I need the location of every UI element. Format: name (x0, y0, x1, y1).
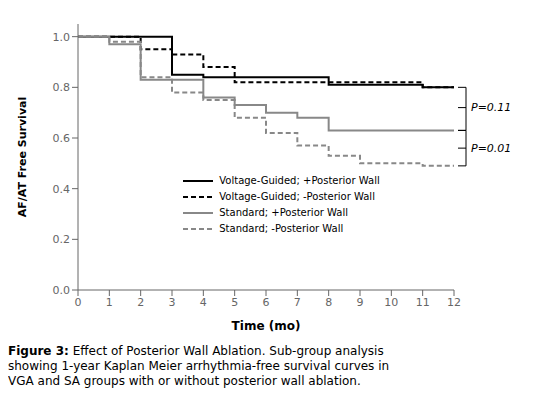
svg-text:0.0: 0.0 (53, 284, 71, 297)
svg-text:4: 4 (200, 296, 207, 309)
svg-text:0.6: 0.6 (53, 132, 71, 145)
svg-text:8: 8 (325, 296, 332, 309)
html-text:Figure 3: Effect of Posterior: Figure 3: Effect of Posterior Wall Ablat… (8, 344, 384, 358)
svg-text:AF/AT Free Survival: AF/AT Free Survival (16, 97, 29, 218)
svg-text:1.0: 1.0 (53, 31, 71, 44)
svg-text:9: 9 (357, 296, 364, 309)
svg-text:0.4: 0.4 (53, 183, 71, 196)
svg-text:P=0.11: P=0.11 (471, 101, 511, 114)
svg-text:0: 0 (75, 296, 82, 309)
svg-text:3: 3 (169, 296, 176, 309)
svg-text:11: 11 (416, 296, 430, 309)
svg-text:1: 1 (106, 296, 113, 309)
svg-text:6: 6 (263, 296, 270, 309)
svg-text:7: 7 (294, 296, 301, 309)
html-text:VGA and SA groups with or with: VGA and SA groups with or without poster… (8, 374, 361, 388)
html-text:Voltage-Guided; -Posterior Wal: Voltage-Guided; -Posterior Wall (219, 191, 375, 202)
html-text:Voltage-Guided; +Posterior Wal: Voltage-Guided; +Posterior Wall (219, 175, 380, 186)
svg-text:0.2: 0.2 (53, 233, 71, 246)
svg-text:Time (mo): Time (mo) (232, 319, 301, 333)
html-text:Standard; -Posterior Wall: Standard; -Posterior Wall (219, 223, 344, 234)
svg-text:0.8: 0.8 (53, 81, 71, 94)
svg-text:2: 2 (137, 296, 144, 309)
svg-text:10: 10 (384, 296, 398, 309)
html-text:Standard; +Posterior Wall: Standard; +Posterior Wall (219, 207, 348, 218)
svg-text:5: 5 (231, 296, 238, 309)
svg-text:P=0.01: P=0.01 (471, 142, 511, 155)
html-text:showing 1-year Kaplan Meier ar: showing 1-year Kaplan Meier arrhythmia-f… (8, 359, 390, 373)
svg-text:12: 12 (447, 296, 461, 309)
